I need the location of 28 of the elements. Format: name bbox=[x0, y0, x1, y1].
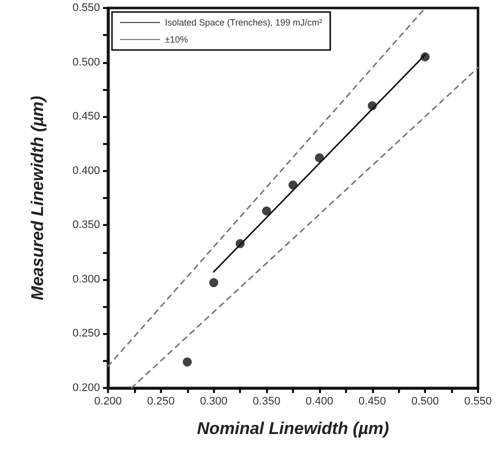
y-tick-label: 0.200 bbox=[72, 382, 100, 394]
legend-label: Isolated Space (Trenches), 199 mJ/cm² bbox=[165, 18, 322, 28]
y-tick-label: 0.250 bbox=[72, 328, 100, 340]
point bbox=[368, 101, 377, 110]
y-tick-label: 0.450 bbox=[72, 110, 100, 123]
point bbox=[420, 52, 430, 62]
x-tick-label: 0.300 bbox=[200, 396, 228, 408]
point bbox=[314, 153, 324, 162]
point bbox=[288, 180, 298, 190]
x-tick-label: 0.400 bbox=[306, 396, 334, 408]
x-tick-label: 0.350 bbox=[252, 396, 280, 408]
y-tick-label: 0.300 bbox=[72, 273, 100, 286]
y-tick-label: 0.500 bbox=[72, 56, 100, 68]
x-tick-label: 0.250 bbox=[147, 396, 175, 408]
x-tick-label: 0.550 bbox=[464, 396, 492, 408]
y-tick-label: 0.550 bbox=[72, 2, 100, 14]
x-axis-title: Nominal Linewidth (µm) bbox=[196, 419, 390, 438]
point bbox=[209, 278, 218, 288]
y-tick-label: 0.350 bbox=[72, 219, 100, 232]
legend-label: ±10% bbox=[165, 34, 188, 44]
point bbox=[182, 357, 192, 366]
x-tick-label: 0.500 bbox=[411, 396, 439, 408]
y-axis-title: Measured Linewidth (µm) bbox=[28, 95, 47, 300]
x-tick-label: 0.200 bbox=[94, 396, 122, 408]
y-tick-label: 0.400 bbox=[72, 164, 100, 177]
x-tick-label: 0.450 bbox=[358, 396, 386, 408]
point bbox=[262, 206, 272, 216]
point bbox=[236, 239, 245, 248]
